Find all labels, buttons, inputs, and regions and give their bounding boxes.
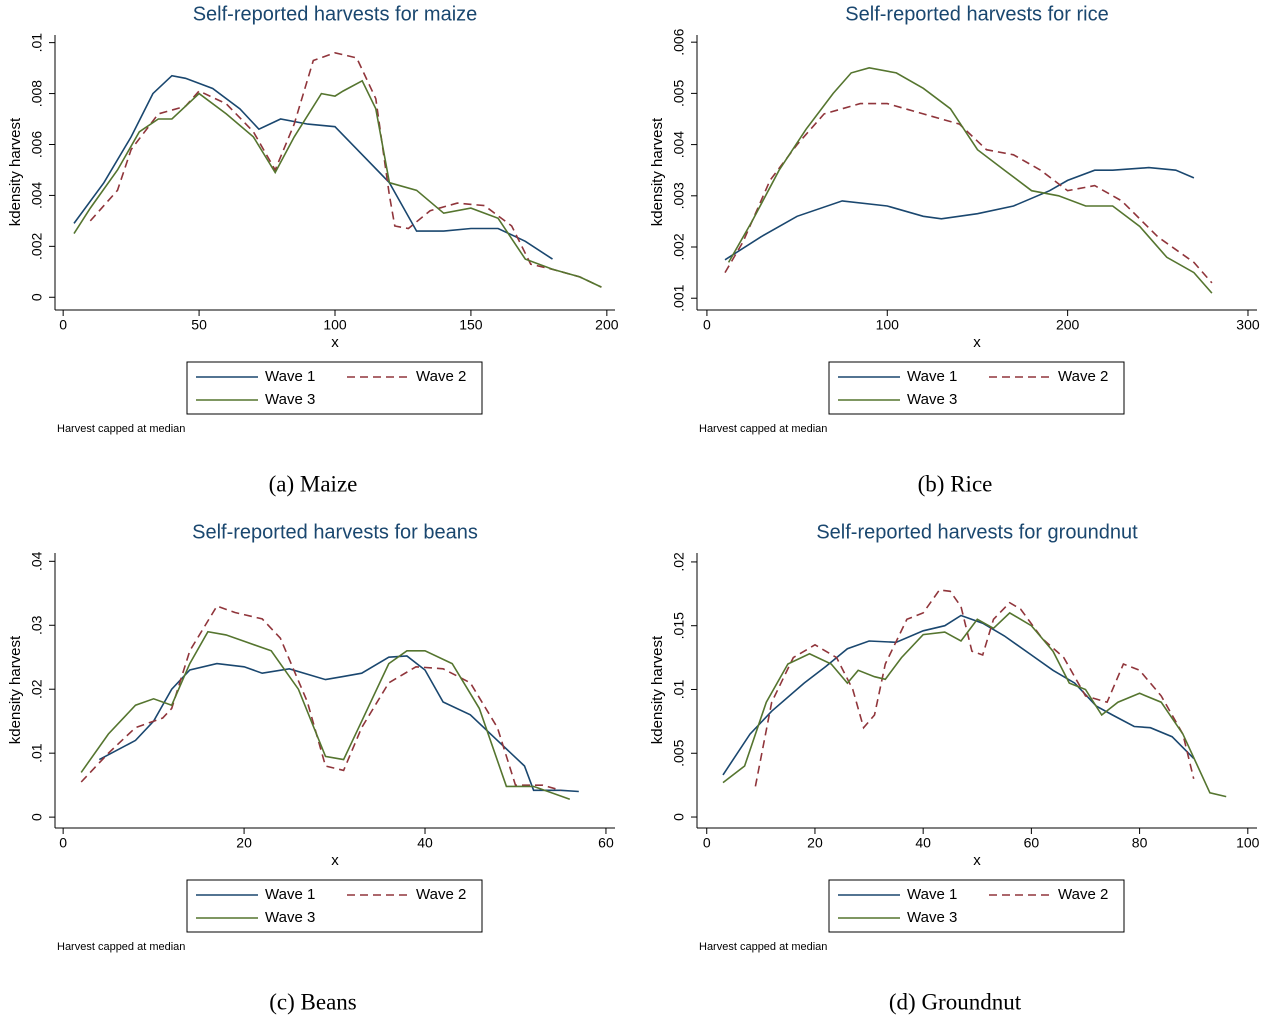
chart-panel: Self-reported harvests for rice .001 .002.… <box>649 3 1260 496</box>
x-tick-label: 20 <box>807 835 823 851</box>
legend-box <box>186 361 483 415</box>
legend-label: Wave 1 <box>907 368 957 385</box>
legend-label: Wave 1 <box>265 886 315 903</box>
caption: (a) Maize <box>269 471 358 496</box>
y-tick-label: 0 <box>671 813 687 821</box>
data-line <box>98 655 579 793</box>
y-tick-label: .006 <box>671 28 687 55</box>
legend-box <box>186 879 483 933</box>
x-tick-label: 60 <box>598 835 614 851</box>
y-tick-label: .004 <box>29 182 45 209</box>
legend-label: Wave 2 <box>1058 886 1108 903</box>
x-tick-label: 50 <box>191 317 207 333</box>
y-tick-label: 0 <box>29 813 45 821</box>
legend-label: Wave 1 <box>907 886 957 903</box>
data-line <box>722 611 1227 798</box>
x-tick-label: 40 <box>915 835 931 851</box>
caption: (d) Groundnut <box>889 989 1022 1014</box>
y-axis-label: kdensity harvest <box>7 117 24 226</box>
x-tick-label: 100 <box>876 317 900 333</box>
y-tick-label: .01 <box>671 680 687 700</box>
x-axis-label: x <box>331 852 339 869</box>
note: Harvest capped at median <box>699 423 827 435</box>
x-tick-label: 100 <box>323 317 347 333</box>
chart-panel: Self-reported harvests for maize 0 .002 .00… <box>7 3 619 496</box>
y-tick-label: .004 <box>671 131 687 158</box>
note: Harvest capped at median <box>57 941 185 953</box>
legend-box <box>828 879 1125 933</box>
legend-label: Wave 3 <box>265 391 315 408</box>
chart-panel: Self-reported harvests for beans 0 .01 .02.… <box>7 521 615 1014</box>
y-tick-label: .006 <box>29 131 45 158</box>
x-tick-label: 0 <box>703 835 711 851</box>
x-tick-label: 100 <box>1236 835 1260 851</box>
x-tick-label: 80 <box>1132 835 1148 851</box>
y-tick-label: .008 <box>29 80 45 107</box>
x-tick-label: 0 <box>703 317 711 333</box>
data-line <box>89 51 602 288</box>
chart-title: Self-reported harvests for beans <box>192 521 478 543</box>
legend-label: Wave 2 <box>1058 368 1108 385</box>
legend-label: Wave 3 <box>265 909 315 926</box>
x-tick-label: 0 <box>59 835 67 851</box>
data-line <box>724 166 1195 261</box>
chart-title: Self-reported harvests for groundnut <box>816 521 1138 543</box>
y-tick-label: .01 <box>29 743 45 763</box>
x-axis-label: x <box>973 334 981 351</box>
data-line <box>73 74 553 260</box>
legend-box <box>828 361 1125 415</box>
x-tick-label: 150 <box>459 317 483 333</box>
note: Harvest capped at median <box>57 423 185 435</box>
data-line <box>727 66 1213 294</box>
y-axis-label: kdensity harvest <box>649 117 666 226</box>
y-tick-label: .001 <box>671 284 687 311</box>
y-tick-label: .005 <box>671 739 687 766</box>
legend-label: Wave 1 <box>265 368 315 385</box>
x-tick-label: 200 <box>1056 317 1080 333</box>
x-tick-label: 200 <box>595 317 619 333</box>
data-line <box>80 630 571 800</box>
data-line <box>724 102 1213 284</box>
legend-label: Wave 2 <box>416 886 466 903</box>
x-axis-label: x <box>973 852 981 869</box>
y-tick-label: .002 <box>671 233 687 260</box>
chart-panel: Self-reported harvests for groundnut 0 .00… <box>649 521 1260 1014</box>
x-tick-label: 40 <box>417 835 433 851</box>
y-tick-label: .002 <box>29 233 45 260</box>
legend-label: Wave 3 <box>907 909 957 926</box>
y-tick-label: .005 <box>671 80 687 107</box>
y-tick-label: .04 <box>29 551 45 571</box>
x-tick-label: 60 <box>1024 835 1040 851</box>
data-line <box>722 614 1195 776</box>
y-tick-label: .003 <box>671 182 687 209</box>
y-tick-label: .02 <box>671 552 687 572</box>
y-tick-label: .02 <box>29 679 45 699</box>
x-tick-label: 20 <box>236 835 252 851</box>
note: Harvest capped at median <box>699 941 827 953</box>
legend-label: Wave 2 <box>416 368 466 385</box>
y-tick-label: .03 <box>29 615 45 635</box>
y-axis-label: kdensity harvest <box>649 635 666 744</box>
y-tick-label: .015 <box>671 612 687 639</box>
legend-label: Wave 3 <box>907 391 957 408</box>
y-axis-label: kdensity harvest <box>7 635 24 744</box>
y-tick-label: .01 <box>29 33 45 53</box>
x-tick-label: 300 <box>1236 317 1260 333</box>
y-tick-label: 0 <box>29 293 45 301</box>
caption: (c) Beans <box>269 989 357 1014</box>
chart-title: Self-reported harvests for rice <box>845 3 1108 25</box>
chart-title: Self-reported harvests for maize <box>193 3 478 25</box>
caption: (b) Rice <box>918 471 993 496</box>
x-axis-label: x <box>331 334 339 351</box>
data-line <box>73 79 602 288</box>
x-tick-label: 0 <box>59 317 67 333</box>
